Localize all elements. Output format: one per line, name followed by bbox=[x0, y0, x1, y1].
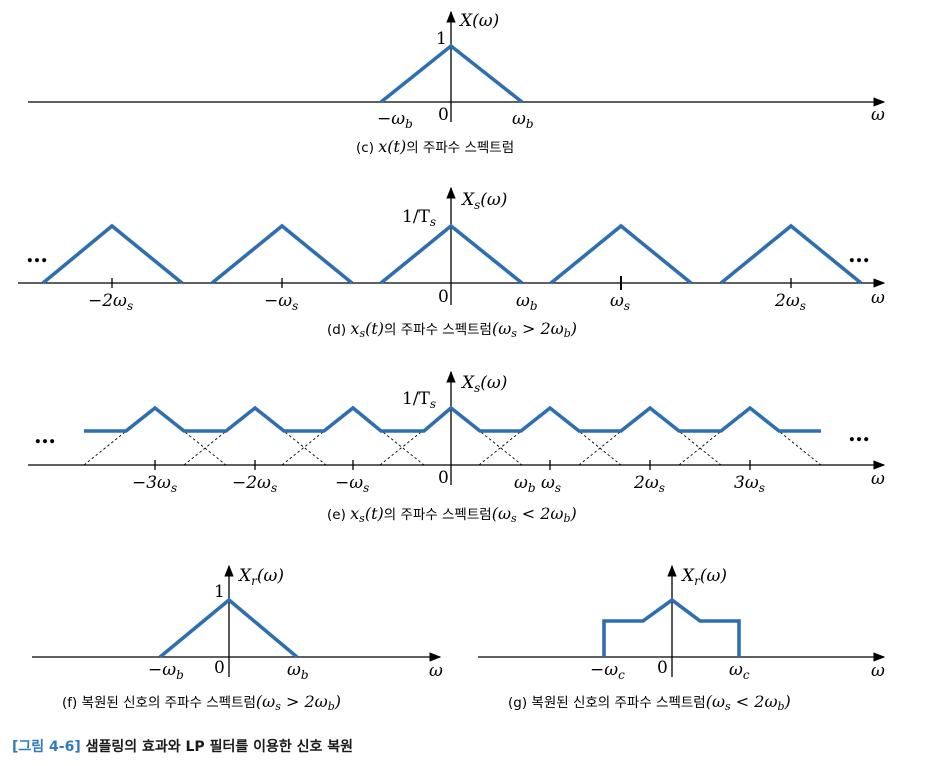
panel-g-x-label: ω bbox=[871, 661, 885, 681]
panel-d-y-label: Xs(ω) bbox=[460, 190, 507, 212]
panel-e-y-label: Xs(ω) bbox=[460, 373, 507, 395]
panel-c: X(ω) 1 −ωb 0 ωb ω (c) x(t)의 주파수 스펙트럼 bbox=[28, 10, 886, 156]
panel-e-dashed-replicas bbox=[83, 407, 822, 466]
panel-e-caption: (e) xs(t)의 주파수 스펙트럼(ωs < 2ωb) bbox=[327, 504, 577, 525]
panel-f-x-label: ω bbox=[429, 661, 443, 681]
panel-c-caption: (c) x(t)의 주파수 스펙트럼 bbox=[356, 137, 514, 156]
panel-f-y-label: Xr(ω) bbox=[237, 566, 284, 588]
panel-g-tick-zero: 0 bbox=[657, 658, 668, 678]
panel-d-tick-2ws: 2ωs bbox=[774, 291, 806, 313]
panel-f: Xr(ω) 1 −ωb 0 ωb ω (f) 복원된 신호의 주파수 스펙트럼(… bbox=[32, 564, 443, 713]
panel-e-ticks bbox=[154, 460, 751, 470]
figure-caption: [그림 4-6] 샘플링의 효과와 LP 필터를 이용한 신호 복원 bbox=[12, 736, 353, 756]
panel-e-tick-mws: −ωs bbox=[335, 473, 369, 495]
panel-c-y-label: X(ω) bbox=[458, 11, 499, 31]
panel-d-tick-ws: ωs bbox=[610, 291, 630, 313]
panel-d-replica-p1 bbox=[549, 223, 693, 285]
panel-g-spectrum bbox=[602, 597, 741, 657]
panel-g-y-label: Xr(ω) bbox=[680, 566, 727, 588]
panel-f-tick-zero: 0 bbox=[214, 658, 225, 678]
panel-c-tick-zero: 0 bbox=[438, 105, 449, 125]
panel-g-tick-neg-c: −ωc bbox=[590, 660, 625, 682]
panel-d-tick-zero: 0 bbox=[438, 287, 449, 307]
panel-c-spectrum bbox=[379, 43, 524, 104]
panel-g: Xr(ω) −ωc 0 ωc ω (g) 복원된 신호의 주파수 스펙트럼(ωs… bbox=[478, 564, 886, 713]
panel-e-spectrum bbox=[84, 405, 821, 433]
panel-e-x-label: ω bbox=[871, 469, 885, 489]
panel-e-tick-ws: ωs bbox=[541, 473, 561, 495]
panel-d-tick-mws: −ωs bbox=[264, 291, 298, 313]
panel-c-peak-label: 1 bbox=[436, 29, 447, 49]
panel-e-peak-label: 1/Ts bbox=[402, 389, 436, 411]
panel-f-caption: (f) 복원된 신호의 주파수 스펙트럼(ωs > 2ωb) bbox=[62, 692, 341, 713]
panel-e-tick-3ws: 3ωs bbox=[734, 473, 765, 495]
panel-f-tick-neg-b: −ωb bbox=[148, 660, 184, 682]
panel-c-x-label: ω bbox=[871, 105, 885, 125]
panel-d-ellipsis-left: … bbox=[26, 242, 48, 268]
panel-d-x-label: ω bbox=[871, 288, 885, 308]
panel-e-tick-m2ws: −2ωs bbox=[232, 473, 277, 495]
panel-d-replica-0 bbox=[379, 223, 524, 285]
panel-e-tick-zero: 0 bbox=[438, 468, 449, 488]
panel-d-replica-p2 bbox=[719, 223, 863, 285]
panel-d-replica-m1 bbox=[210, 223, 354, 285]
panel-c-tick-neg-b: −ωb bbox=[377, 109, 413, 131]
panel-f-peak-label: 1 bbox=[214, 582, 225, 602]
panel-d-spectrum bbox=[41, 223, 863, 285]
figure-caption-text: 샘플링의 효과와 LP 필터를 이용한 신호 복원 bbox=[80, 739, 353, 755]
panel-d-ticks bbox=[111, 276, 792, 290]
panel-e-tick-m3ws: −3ωs bbox=[132, 473, 177, 495]
figure-caption-tag: [그림 4-6] bbox=[12, 739, 81, 755]
panel-g-caption: (g) 복원된 신호의 주파수 스펙트럼(ωs < 2ωb) bbox=[508, 692, 791, 713]
panel-d-peak-label: 1/Ts bbox=[402, 207, 436, 229]
panel-e: … … Xs(ω) 1/Ts −3ωs −2ωs −ωs 0 ωb ωs 2ωs… bbox=[28, 370, 886, 525]
panel-e-ellipsis-left: … bbox=[34, 423, 56, 449]
panel-c-tick-pos-b: ωb bbox=[512, 109, 534, 131]
panel-d-tick-m2ws: −2ωs bbox=[88, 291, 133, 313]
panel-d: … … Xs(ω) 1/Ts −2ωs −ωs 0 ωb ωs 2ωs ω (d… bbox=[18, 186, 886, 340]
panel-e-tick-wb: ωb bbox=[514, 473, 536, 495]
panel-g-tick-pos-c: ωc bbox=[729, 660, 750, 682]
panel-d-ellipsis-right: … bbox=[848, 242, 870, 268]
panel-d-tick-wb: ωb bbox=[516, 291, 538, 313]
panel-e-tick-2ws: 2ωs bbox=[633, 473, 665, 495]
panel-f-spectrum bbox=[158, 597, 299, 659]
panel-f-tick-pos-b: ωb bbox=[287, 660, 309, 682]
panel-d-caption: (d) xs(t)의 주파수 스펙트럼(ωs > 2ωb) bbox=[327, 319, 577, 340]
panel-e-ellipsis-right: … bbox=[848, 421, 870, 447]
panel-d-replica-m2 bbox=[41, 223, 184, 285]
